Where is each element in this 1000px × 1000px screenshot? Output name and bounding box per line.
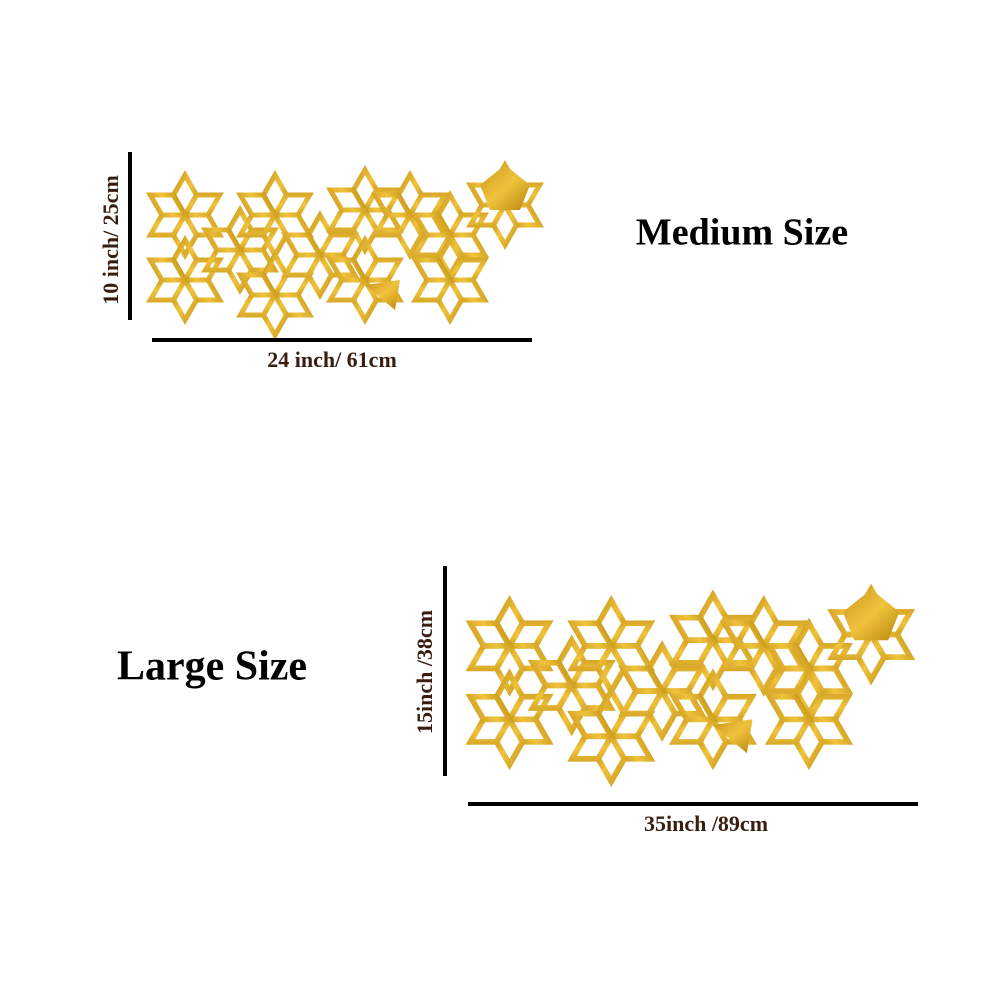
size-title: Medium Size [636,212,848,254]
height-label: 10 inch/ 25cm [98,175,123,305]
width-label: 35inch /89cm [644,811,768,836]
large-section: 15inch /38cm 35inch /89cm Large Size [117,566,918,836]
medium-section: 10 inch/ 25cm 24 inch/ 61cm Medium Size [98,152,848,372]
medium-product [145,165,546,335]
width-label: 24 inch/ 61cm [267,347,397,372]
size-title: Large Size [117,644,307,690]
large-product [464,589,917,781]
height-label: 15inch /38cm [412,610,437,734]
